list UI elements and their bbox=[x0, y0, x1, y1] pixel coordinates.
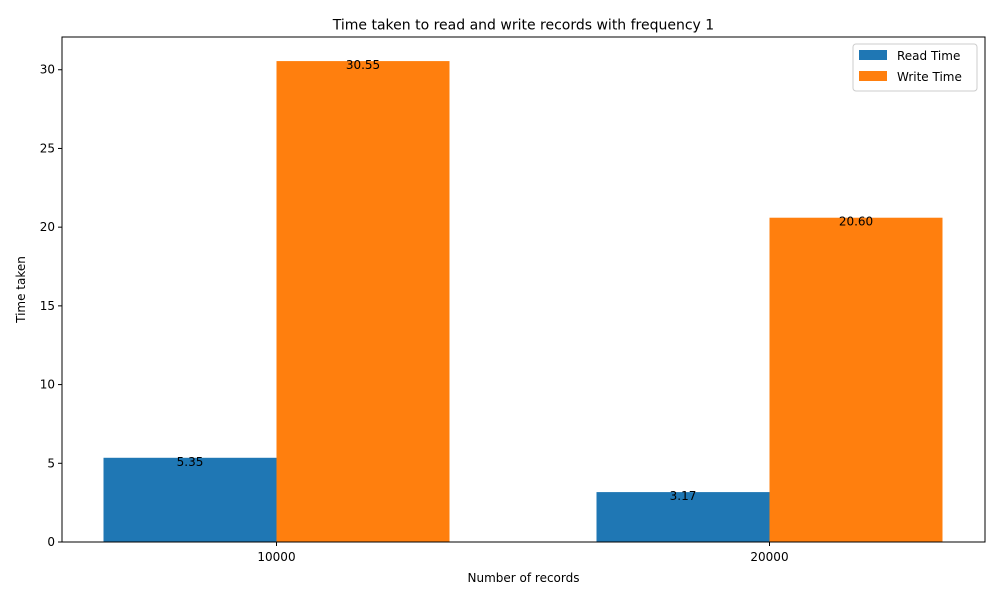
y-tick-label-20: 20 bbox=[40, 220, 55, 234]
chart-title: Time taken to read and write records wit… bbox=[332, 18, 714, 34]
y-tick-label-15: 15 bbox=[40, 299, 55, 313]
legend-label-read-time: Read Time bbox=[897, 49, 960, 63]
bar-read-time-20000 bbox=[596, 492, 770, 542]
y-tick-label-0: 0 bbox=[47, 535, 55, 549]
bar-write-time-20000 bbox=[769, 217, 943, 542]
data-label-read-time-20000: 3.17 bbox=[670, 489, 697, 503]
y-tick-label-30: 30 bbox=[40, 63, 55, 77]
data-label-write-time-20000: 20.60 bbox=[839, 215, 873, 229]
y-tick-label-25: 25 bbox=[40, 141, 55, 155]
x-tick-label-20000: 20000 bbox=[750, 550, 788, 564]
bar-read-time-10000 bbox=[103, 457, 277, 542]
plot-area: 5.35 3.17 30.55 20.60 bbox=[103, 58, 943, 543]
y-tick-label-5: 5 bbox=[47, 456, 55, 470]
legend-label-write-time: Write Time bbox=[897, 70, 962, 84]
data-label-read-time-10000: 5.35 bbox=[177, 455, 204, 469]
bar-write-time-10000 bbox=[276, 61, 450, 543]
data-label-write-time-10000: 30.55 bbox=[346, 58, 380, 72]
legend-swatch-read-time bbox=[859, 50, 887, 60]
y-axis-label: Time taken bbox=[14, 256, 28, 324]
y-tick-label-10: 10 bbox=[40, 378, 55, 392]
plot-frame bbox=[61, 36, 986, 543]
legend-swatch-write-time bbox=[859, 71, 887, 81]
x-tick-label-10000: 10000 bbox=[257, 550, 295, 564]
legend: Read Time Write Time bbox=[852, 43, 978, 92]
x-axis-label: Number of records bbox=[468, 571, 580, 585]
